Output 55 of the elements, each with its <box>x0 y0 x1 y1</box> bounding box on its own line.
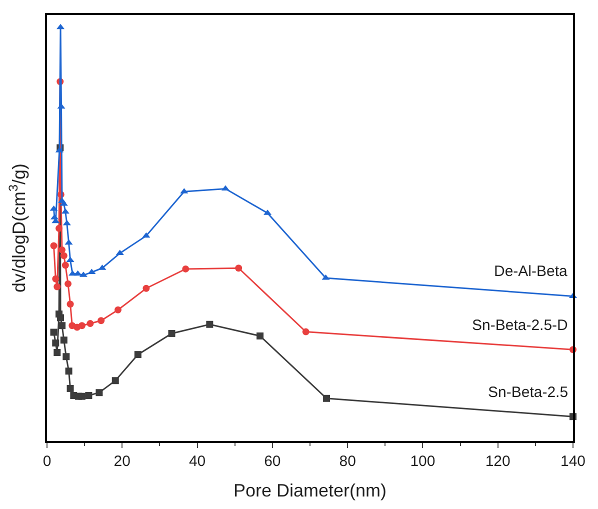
point <box>60 336 68 344</box>
series-label: De-Al-Beta <box>494 263 568 280</box>
point <box>98 317 105 324</box>
point <box>142 284 150 292</box>
point <box>52 275 60 282</box>
series-label: Sn-Beta-2.5-D <box>472 317 568 334</box>
point <box>168 330 176 337</box>
x-tick-label: 140 <box>560 452 586 470</box>
point <box>66 256 74 262</box>
point <box>57 314 64 322</box>
point <box>58 322 66 330</box>
point <box>56 224 63 232</box>
x-tick-label: 20 <box>114 452 130 470</box>
point <box>65 368 72 375</box>
x-tick-label: 100 <box>410 452 436 470</box>
point <box>62 220 71 226</box>
point <box>52 339 60 346</box>
point <box>142 232 150 238</box>
point <box>323 394 330 402</box>
point <box>85 392 92 399</box>
point <box>62 262 69 269</box>
point <box>78 322 86 330</box>
x-axis-title: Pore Diameter(nm) <box>233 480 387 500</box>
point <box>54 348 61 356</box>
point <box>61 208 70 214</box>
point <box>256 332 264 340</box>
point <box>54 283 61 290</box>
point <box>50 328 58 336</box>
x-tick-label: 40 <box>188 452 206 470</box>
point <box>74 270 82 276</box>
series-label: Sn-Beta-2.5 <box>488 384 568 401</box>
point <box>66 384 74 392</box>
point <box>57 103 66 109</box>
point <box>64 280 72 288</box>
point <box>62 353 70 360</box>
point <box>114 306 122 314</box>
point <box>134 351 142 358</box>
point <box>78 392 86 400</box>
point <box>96 389 103 396</box>
x-tick-label: 60 <box>264 452 281 470</box>
point <box>235 264 242 272</box>
point <box>50 205 58 211</box>
point <box>64 239 73 245</box>
point <box>50 242 58 250</box>
point <box>66 300 74 308</box>
point <box>206 320 214 328</box>
point <box>302 328 310 336</box>
point <box>60 252 68 260</box>
x-tick-label: 80 <box>339 452 356 470</box>
point <box>86 320 94 328</box>
x-tick-label: 0 <box>42 452 52 470</box>
point <box>58 246 66 254</box>
x-tick-label: 120 <box>485 452 510 470</box>
point <box>182 265 190 272</box>
point <box>112 377 119 384</box>
